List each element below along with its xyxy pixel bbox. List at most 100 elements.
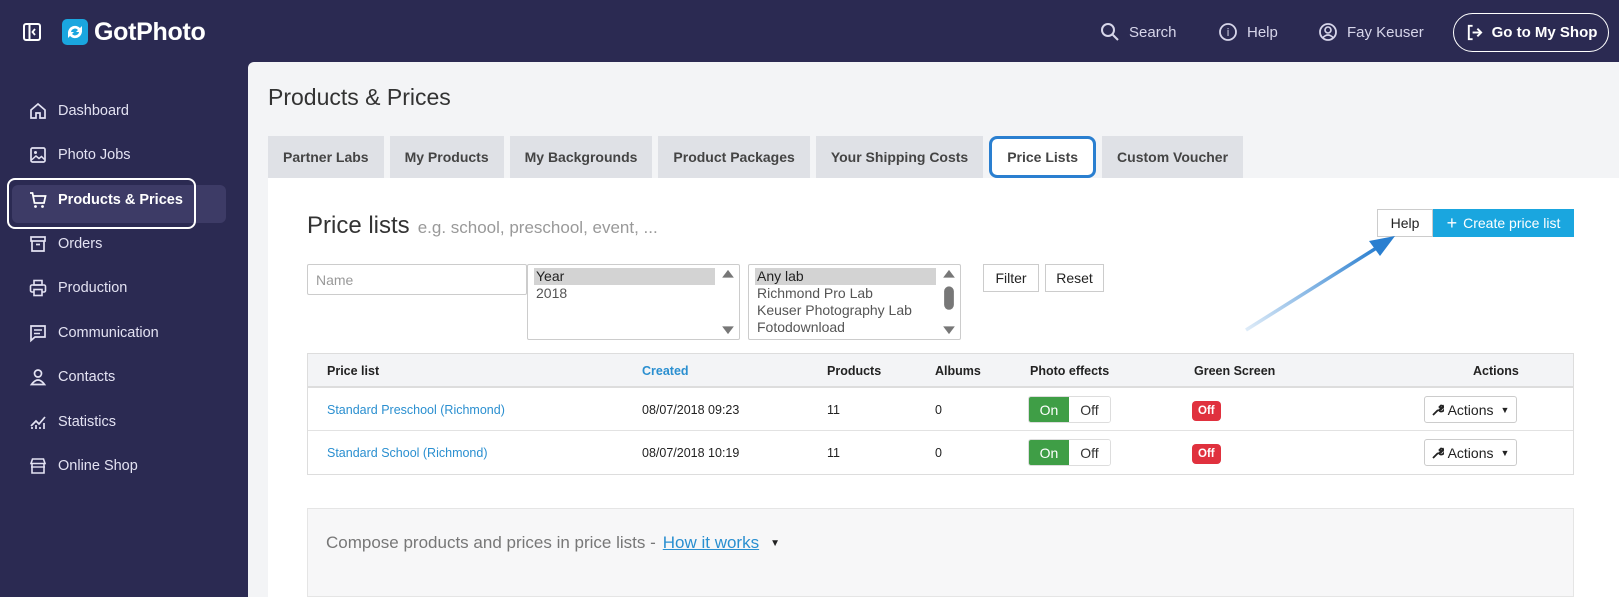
how-it-works-link[interactable]: How it works [662,533,760,552]
sidebar-item-label: Communication [58,325,159,341]
created-cell: 08/07/2018 10:19 [642,446,740,460]
listbox-scrollbar[interactable] [938,265,960,339]
sidebar: Dashboard Photo Jobs Products & Prices O… [0,64,248,597]
how-it-works-box: Compose products and prices in price lis… [307,508,1574,597]
printer-icon [29,279,47,297]
top-bar: GotPhoto Search i Help Fay Keuser Go to … [0,0,1619,64]
table-row: Standard Preschool (Richmond) 08/07/2018… [308,388,1573,431]
logo[interactable]: GotPhoto [62,16,206,48]
user-circle-icon [1319,23,1337,41]
sidebar-item-photo-jobs[interactable]: Photo Jobs [28,143,131,167]
tab-my-products[interactable]: My Products [389,136,504,178]
image-icon [30,147,46,163]
go-to-shop-label: Go to My Shop [1491,24,1598,41]
caret-down-icon: ▼ [1500,404,1510,415]
table-header: Price list Created Products Albums Photo… [308,354,1573,388]
sidebar-item-contacts[interactable]: Contacts [28,365,115,389]
reset-button[interactable]: Reset [1045,264,1104,292]
tab-partner-labs[interactable]: Partner Labs [268,136,384,178]
actions-dropdown-button[interactable]: Actions ▼ [1424,439,1517,466]
lab-option[interactable]: Keuser Photography Lab [757,302,912,318]
photo-effects-toggle[interactable]: On Off [1028,396,1111,423]
price-lists-table: Price list Created Products Albums Photo… [307,353,1574,475]
price-list-link[interactable]: Standard Preschool (Richmond) [327,403,505,417]
help-circle-icon: i [1219,23,1237,41]
topnav-search[interactable]: Search [1100,20,1177,44]
year-listbox[interactable]: Year 2018 [527,264,740,340]
header-price-list: Price list [327,364,380,378]
toggle-on[interactable]: On [1029,440,1069,465]
actions-dropdown-button[interactable]: Actions ▼ [1424,396,1517,423]
sidebar-item-orders[interactable]: Orders [28,232,102,256]
sidebar-item-label: Products & Prices [58,192,183,208]
filter-button[interactable]: Filter [983,264,1039,292]
how-it-works-text: Compose products and prices in price lis… [326,533,780,553]
products-cell: 11 [827,403,840,417]
topnav-help[interactable]: i Help [1218,20,1278,44]
lab-option[interactable]: Fotodownload [757,319,845,335]
lab-listbox[interactable]: Any lab Richmond Pro Lab Keuser Photogra… [748,264,961,340]
sidebar-item-statistics[interactable]: Statistics [28,410,116,434]
go-to-shop-button[interactable]: Go to My Shop [1453,13,1609,52]
sidebar-item-communication[interactable]: Communication [28,321,159,345]
price-lists-panel: Price lists e.g. school, preschool, even… [268,178,1619,597]
sidebar-active-outline [7,178,196,229]
topnav-help-label: Help [1247,23,1278,41]
help-button[interactable]: Help [1377,209,1433,237]
person-icon [29,369,47,386]
panel-title: Price lists [307,212,410,239]
price-list-link[interactable]: Standard School (Richmond) [327,446,488,460]
lab-option-selected[interactable]: Any lab [755,268,936,285]
tab-price-lists[interactable]: Price Lists [989,136,1097,178]
toggle-off[interactable]: Off [1069,397,1110,422]
sidebar-item-products-prices[interactable]: Products & Prices [28,188,183,212]
create-price-list-label: Create price list [1463,215,1561,231]
name-filter-input[interactable] [307,264,527,295]
header-photo-effects: Photo effects [1030,364,1110,378]
header-green-screen: Green Screen [1194,364,1276,378]
sidebar-item-production[interactable]: Production [28,276,127,300]
sidebar-toggle-icon[interactable] [22,22,42,42]
toggle-off[interactable]: Off [1069,440,1110,465]
sidebar-item-label: Orders [58,236,103,252]
message-icon [30,325,46,343]
main-content: Products & Prices Partner Labs My Produc… [248,62,1619,597]
green-screen-badge[interactable]: Off [1192,444,1221,464]
tab-product-packages[interactable]: Product Packages [658,136,810,178]
panel-heading: Price lists e.g. school, preschool, even… [307,212,658,240]
how-it-works-description: Compose products and prices in price lis… [326,533,656,552]
lab-option[interactable]: Richmond Pro Lab [757,285,873,301]
sidebar-item-label: Photo Jobs [58,147,131,163]
store-icon [29,458,47,474]
photo-effects-toggle[interactable]: On Off [1028,439,1111,466]
topnav-search-label: Search [1129,23,1177,41]
plus-icon: + [1446,213,1458,233]
wrench-icon [1431,404,1444,416]
logo-text: GotPhoto [94,17,206,46]
create-price-list-button[interactable]: + Create price list [1433,209,1574,237]
sidebar-item-label: Statistics [58,414,117,430]
svg-text:i: i [1226,26,1229,39]
wrench-icon [1431,447,1444,459]
sidebar-item-dashboard[interactable]: Dashboard [28,99,129,123]
actions-label: Actions [1447,444,1494,461]
actions-label: Actions [1447,401,1494,418]
panel-hint: e.g. school, preschool, event, ... [417,218,658,237]
sidebar-item-label: Contacts [58,369,116,385]
albums-cell: 0 [935,446,942,460]
toggle-on[interactable]: On [1029,397,1069,422]
listbox-scrollbar[interactable] [717,265,739,339]
topnav-user[interactable]: Fay Keuser [1318,20,1424,44]
year-option[interactable]: 2018 [536,285,568,301]
caret-down-icon[interactable]: ▼ [770,537,781,549]
sidebar-item-online-shop[interactable]: Online Shop [28,454,138,478]
header-created[interactable]: Created [642,364,689,378]
tab-custom-voucher[interactable]: Custom Voucher [1102,136,1244,178]
green-screen-badge[interactable]: Off [1192,401,1221,421]
year-option-selected[interactable]: Year [534,268,715,285]
sidebar-item-label: Online Shop [58,458,138,474]
header-actions: Actions [1473,364,1519,378]
tab-bar: Partner Labs My Products My Backgrounds … [268,136,1244,178]
tab-shipping-costs[interactable]: Your Shipping Costs [815,136,984,178]
tab-my-backgrounds[interactable]: My Backgrounds [509,136,653,178]
